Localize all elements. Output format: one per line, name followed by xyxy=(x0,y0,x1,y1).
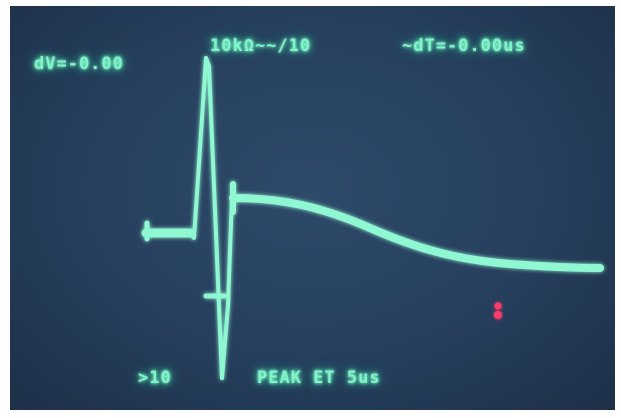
timebase-readout: PEAK ET 5us xyxy=(257,368,381,388)
red-dot-icon xyxy=(494,302,502,319)
channel-setting-readout: 10kΩ~~/10 xyxy=(210,36,312,56)
scale-readout: >10 xyxy=(138,368,172,388)
voltage-delta-readout: dV=-0.00 xyxy=(34,54,124,74)
waveform-trace xyxy=(141,56,604,380)
time-delta-readout: ~dT=-0.00us xyxy=(402,36,526,56)
oscilloscope-screen: dV=-0.00 10kΩ~~/10 ~dT=-0.00us >10 PEAK … xyxy=(10,6,615,410)
